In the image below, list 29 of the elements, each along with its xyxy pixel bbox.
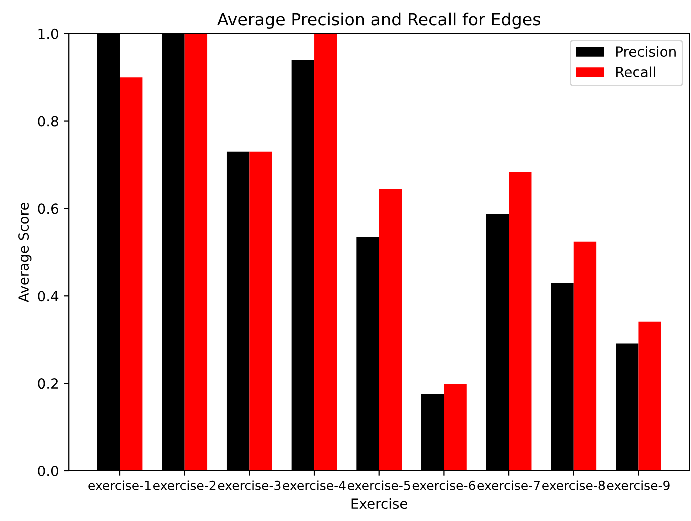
bar [509,172,532,471]
legend-label: Precision [616,46,676,58]
x-tick-label: exercise-1 [88,480,151,490]
y-axis-title: Average Score [18,202,32,302]
y-tick-label: 0.6 [38,204,59,214]
x-tick-label: exercise-6 [412,480,476,490]
y-tick-label: 0.2 [38,378,58,390]
chart-title: Average Precision and Recall for Edges [218,12,540,29]
y-tick-label: 0.8 [38,116,58,127]
x-tick-label: exercise-9 [607,480,670,490]
y-tick-label: 0.0 [38,466,58,476]
bar [574,242,597,471]
y-tick-label: 0.4 [38,291,59,302]
bar [314,34,338,471]
x-tick-label: exercise-2 [154,480,216,490]
x-tick-label: exercise-8 [542,480,606,490]
bar [379,189,402,471]
x-tick-label: exercise-5 [348,480,410,490]
bar [120,78,143,471]
legend-label: Recall [616,66,656,78]
y-tick-label: 1.0 [38,28,58,40]
bar [184,34,208,471]
bar [638,322,662,471]
bar [444,384,467,471]
x-axis-title: Exercise [352,498,408,510]
x-tick-label: exercise-7 [478,480,540,490]
x-tick-label: exercise-3 [218,480,281,490]
bar [250,152,272,471]
x-tick-label: exercise-4 [283,480,346,490]
